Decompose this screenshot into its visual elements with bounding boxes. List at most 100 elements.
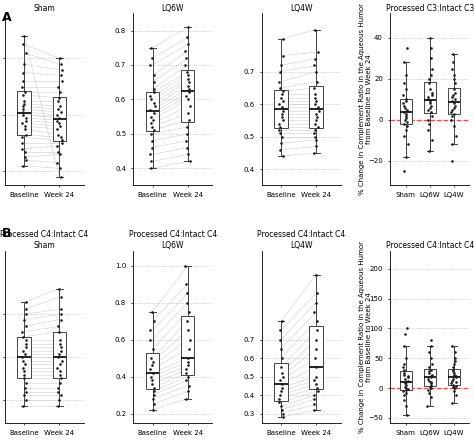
Point: [450, 370, 458, 377]
Point: [452, 133, 459, 140]
Point: [148, 123, 155, 130]
Point: [402, 85, 410, 93]
Point: [54, 354, 61, 361]
Point: [276, 68, 283, 75]
Title: Processed C3:Intact C3
LQ4W: Processed C3:Intact C3 LQ4W: [257, 0, 346, 12]
Point: [310, 85, 318, 92]
Point: [427, 104, 434, 111]
Point: [183, 123, 191, 130]
Point: [402, 386, 410, 393]
Point: [57, 134, 64, 141]
Point: [57, 311, 64, 318]
Point: [278, 133, 286, 140]
PathPatch shape: [274, 363, 288, 400]
Point: [277, 345, 284, 352]
Point: [148, 376, 156, 384]
Point: [448, 106, 456, 113]
Point: [149, 117, 156, 124]
Point: [21, 122, 29, 129]
Point: [185, 117, 193, 124]
Point: [401, 104, 409, 111]
Point: [147, 130, 155, 138]
Point: [451, 96, 458, 103]
Point: [19, 347, 27, 354]
Point: [22, 336, 30, 344]
Point: [426, 349, 433, 356]
Point: [149, 345, 157, 352]
Point: [55, 285, 63, 292]
Y-axis label: % Change in Complement Ratio in the Aqueous Humor
from Baseline to Week 24: % Change in Complement Ratio in the Aque…: [359, 241, 372, 433]
Point: [279, 88, 287, 95]
Point: [56, 368, 64, 375]
Point: [279, 153, 287, 160]
Point: [149, 369, 157, 376]
Point: [276, 85, 284, 92]
Point: [311, 120, 319, 127]
Point: [55, 388, 62, 395]
Point: [427, 380, 435, 387]
PathPatch shape: [146, 92, 159, 131]
Point: [277, 140, 284, 147]
Point: [402, 110, 410, 117]
Point: [449, 381, 457, 388]
Point: [184, 72, 191, 79]
Point: [451, 102, 458, 109]
Point: [448, 112, 456, 119]
Point: [18, 120, 26, 127]
Point: [425, 370, 433, 377]
Point: [451, 358, 459, 365]
Point: [313, 290, 320, 297]
Point: [56, 340, 64, 347]
Point: [20, 316, 27, 323]
Point: [451, 384, 459, 392]
Point: [403, 412, 411, 419]
Point: [22, 323, 30, 330]
Point: [147, 44, 155, 51]
Point: [313, 317, 320, 324]
Point: [20, 100, 28, 107]
Point: [400, 100, 407, 107]
Point: [21, 154, 29, 161]
Point: [315, 104, 322, 111]
Point: [55, 397, 63, 404]
Point: [19, 105, 27, 113]
Point: [146, 151, 154, 158]
Point: [279, 104, 286, 111]
Point: [314, 388, 322, 395]
Point: [150, 317, 158, 324]
Point: [184, 388, 191, 395]
Point: [448, 157, 456, 164]
Point: [148, 355, 155, 362]
Point: [427, 374, 435, 381]
Point: [55, 350, 63, 357]
Point: [20, 162, 27, 169]
Point: [449, 364, 456, 371]
Point: [315, 107, 322, 114]
Point: [150, 72, 158, 79]
Point: [452, 392, 459, 399]
Point: [23, 340, 30, 347]
Point: [425, 120, 433, 127]
Point: [182, 376, 190, 384]
Point: [148, 362, 156, 369]
Point: [23, 311, 30, 318]
Point: [19, 103, 27, 110]
Point: [19, 77, 27, 85]
Point: [185, 85, 193, 93]
Point: [402, 153, 410, 160]
Point: [424, 402, 431, 409]
Point: [312, 110, 319, 117]
Point: [54, 117, 61, 124]
Point: [400, 396, 408, 404]
Point: [427, 372, 435, 380]
Point: [428, 92, 435, 99]
Point: [19, 109, 27, 116]
Point: [428, 137, 436, 144]
Point: [277, 403, 284, 410]
Point: [449, 367, 456, 374]
Point: [18, 145, 26, 152]
Point: [401, 120, 408, 127]
Point: [20, 374, 28, 381]
Point: [310, 62, 318, 69]
Point: [149, 395, 157, 402]
